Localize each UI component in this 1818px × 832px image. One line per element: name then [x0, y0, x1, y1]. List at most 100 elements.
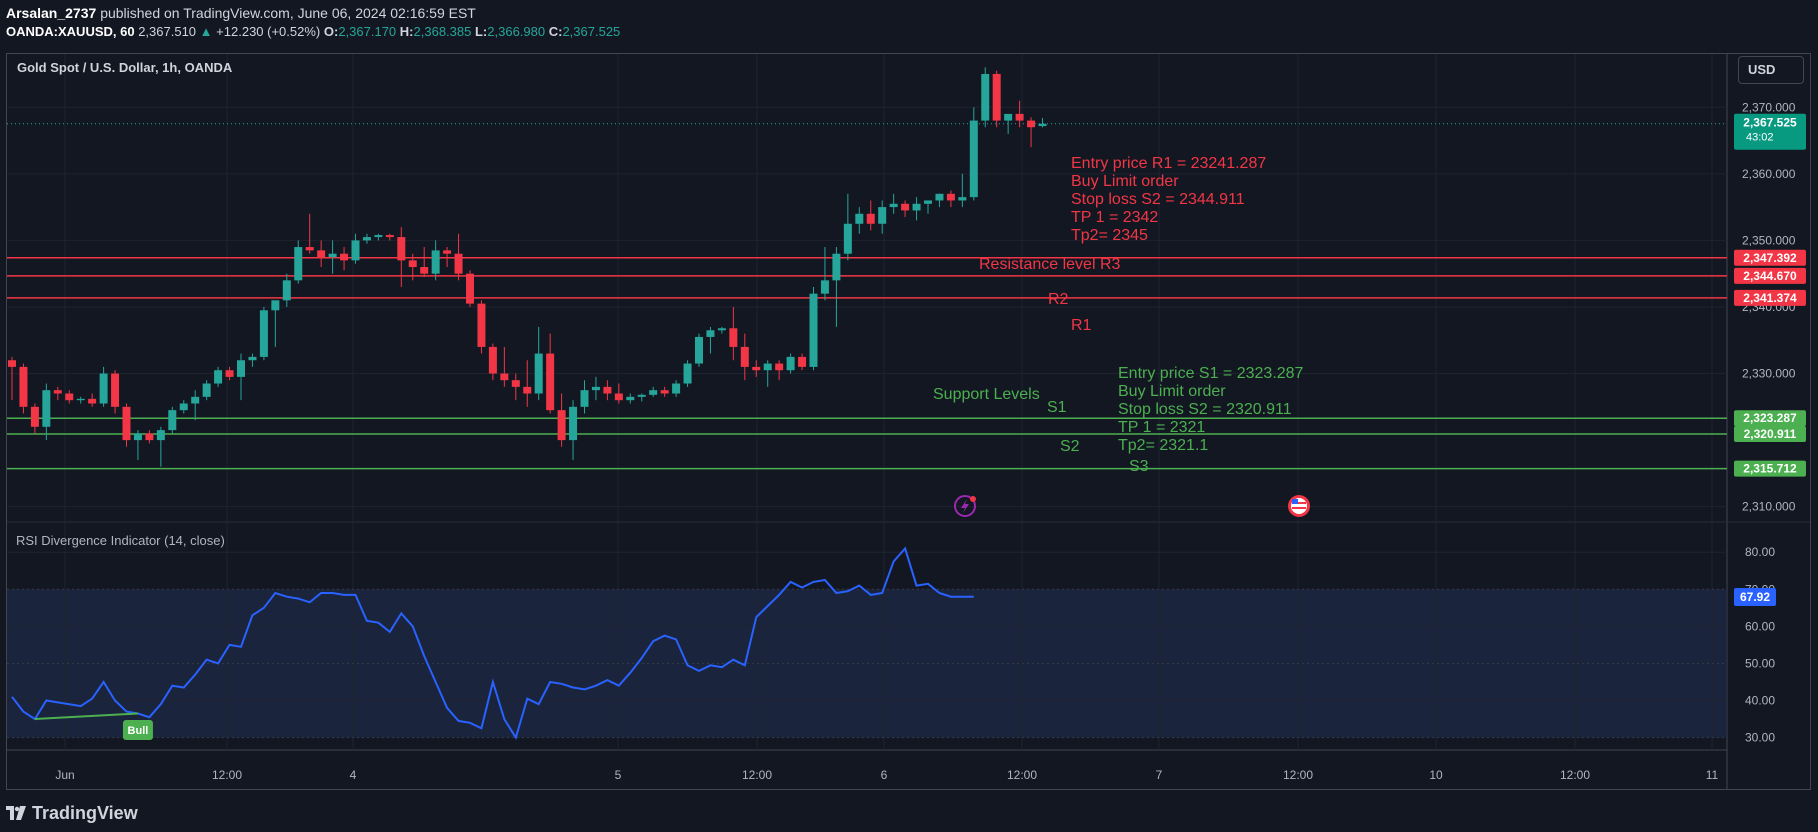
last-price: 2,367.510 [138, 24, 197, 39]
candle-body [328, 253, 337, 258]
footer-brand[interactable]: TradingView [6, 800, 138, 826]
author-name[interactable]: Arsalan_2737 [6, 5, 97, 21]
candle-body [1027, 120, 1036, 128]
price-axis[interactable]: 2,370.0002,360.0002,350.0002,340.0002,33… [1742, 100, 1796, 513]
current-price-label: 2,367.525 [1743, 116, 1797, 130]
candle-body [214, 370, 223, 384]
candle-body [626, 396, 635, 401]
candle-body [317, 250, 326, 258]
support-note-line-3: Stop loss S2 = 2320.911 [1118, 401, 1292, 418]
candle-body [99, 373, 108, 404]
time-tick-label: 5 [615, 768, 622, 782]
support-level-value: 2,315.712 [1743, 462, 1797, 476]
candle-body [981, 73, 990, 121]
publication-header: Arsalan_2737 published on TradingView.co… [0, 0, 1818, 44]
time-tick-label: 12:00 [1007, 768, 1037, 782]
support-note-line-5: Tp2= 2321.1 [1118, 437, 1208, 454]
candle-body [408, 260, 417, 268]
low-value: 2,366.980 [487, 24, 546, 39]
candle-body [1038, 123, 1047, 127]
earnings-event-icon[interactable] [954, 495, 976, 517]
candle-body [740, 346, 749, 367]
candle-body [168, 410, 177, 431]
candle-body [294, 247, 303, 281]
candle-body [557, 410, 566, 441]
candle-body [191, 396, 200, 404]
candle-body [374, 235, 383, 238]
s1-label: S1 [1047, 399, 1067, 416]
candle-body [225, 370, 234, 377]
support-level-tag [1734, 426, 1806, 443]
candle-body [603, 386, 612, 394]
candle-body [362, 237, 371, 241]
indicator-title[interactable]: RSI Divergence Indicator (14, close) [16, 533, 225, 548]
candle-body [1015, 113, 1024, 121]
candle-body [351, 240, 360, 261]
candle-body [122, 406, 131, 441]
svg-text:Bull: Bull [128, 725, 149, 737]
price-tick-label: 2,310.000 [1742, 500, 1796, 514]
candle-body [775, 363, 784, 371]
candle-body [809, 293, 818, 367]
candle-body [282, 280, 291, 301]
candle-body [546, 353, 555, 411]
candle-body [637, 394, 646, 397]
rsi-tick-label: 50.00 [1745, 656, 1775, 670]
tradingview-logo-icon [6, 806, 26, 820]
symbol-label[interactable]: OANDA:XAUUSD, 60 [6, 24, 135, 39]
r1-label: R1 [1071, 317, 1092, 334]
candle-body [924, 200, 932, 204]
candle-body [259, 310, 268, 357]
price-change: +12.230 (+0.52%) [216, 24, 321, 39]
time-tick-label: 4 [350, 768, 357, 782]
candle-body [649, 390, 658, 395]
candle-body [42, 390, 51, 427]
support-note-line-1: Entry price S1 = 2323.287 [1118, 365, 1304, 382]
bull-divergence-line [34, 712, 139, 721]
candle-body [88, 398, 97, 404]
resistance-level-value: 2,347.392 [1743, 251, 1797, 265]
candle-body [237, 360, 245, 377]
resistance-level-value: 2,344.670 [1743, 269, 1797, 283]
candle-body [866, 213, 875, 224]
candle-body [8, 360, 16, 367]
candle-body [397, 237, 406, 261]
candle-body [523, 386, 532, 394]
candle-body [19, 366, 28, 407]
us-flag-event-icon[interactable] [1288, 495, 1310, 517]
candle-body [912, 203, 921, 211]
candle-body [969, 120, 978, 198]
candle-body [111, 373, 120, 407]
candle-body [569, 406, 578, 441]
level-price-tags: 2,347.392 2,344.670 2,341.374 2,323.287 2,32… [1734, 249, 1806, 477]
candle-body [717, 328, 726, 331]
candle-body [202, 383, 211, 397]
candle-body [443, 250, 452, 254]
candle-body [935, 193, 944, 201]
candle-body [340, 253, 349, 261]
support-level-tag [1734, 410, 1806, 427]
time-tick-label: 7 [1156, 768, 1163, 782]
rsi-pane [7, 546, 1727, 741]
price-tick-label: 2,330.000 [1742, 367, 1796, 381]
support-note-line-2: Buy Limit order [1118, 383, 1226, 400]
rsi-tick-label: 60.00 [1745, 619, 1775, 633]
currency-button[interactable]: USD [1738, 56, 1804, 84]
price-tick-label: 2,360.000 [1742, 167, 1796, 181]
price-tick-label: 2,370.000 [1742, 100, 1796, 114]
candle-body [832, 253, 841, 281]
rsi-tick-label: 30.00 [1745, 731, 1775, 745]
candle-body [30, 406, 39, 427]
grid-lines [7, 54, 1727, 750]
candle-body [614, 393, 623, 401]
bar-countdown: 43:02 [1746, 132, 1774, 144]
candle-body [466, 273, 474, 304]
time-tick-label: 11 [1706, 768, 1719, 782]
support-resistance-levels [7, 257, 1727, 470]
candle-body [534, 353, 543, 394]
candle-body [65, 393, 74, 401]
time-axis[interactable]: Jun 12:00 4 5 12:00 6 12:00 7 12:00 10 12:00 11 [55, 768, 1718, 782]
resistance-level-value: 2,341.374 [1743, 291, 1797, 305]
